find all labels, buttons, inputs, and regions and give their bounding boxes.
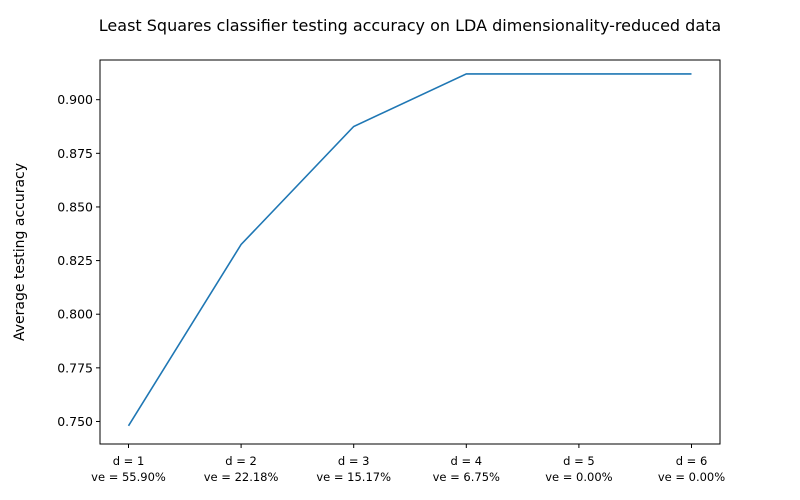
y-tick-label: 0.850 [57,199,93,214]
x-tick-label: d = 1 [113,454,145,468]
y-axis-label: Average testing accuracy [12,163,28,341]
y-tick-label: 0.775 [57,360,93,375]
x-tick-label: d = 6 [676,454,708,468]
chart-title: Least Squares classifier testing accurac… [99,16,721,35]
y-tick-label: 0.875 [57,146,93,161]
plot-area-frame [99,59,721,445]
y-tick-label: 0.825 [57,253,93,268]
y-tick-label: 0.900 [57,92,93,107]
y-axis: 0.750 0.775 0.800 0.825 0.850 0.875 0.900 [57,92,100,429]
series-line [127,73,692,427]
y-tick-label: 0.750 [57,414,93,429]
x-tick-label: d = 5 [563,454,595,468]
x-tick-label: d = 3 [338,454,370,468]
x-tick-label: d = 2 [225,454,257,468]
x-tick-label: ve = 0.00% [658,470,725,484]
x-tick-label: ve = 22.18% [204,470,279,484]
x-tick-label: ve = 6.75% [433,470,500,484]
series-group [127,73,692,427]
x-tick-label: ve = 0.00% [545,470,612,484]
x-axis: d = 1 ve = 55.90% d = 2 ve = 22.18% d = 3 ve … [91,444,725,484]
y-tick-label: 0.800 [57,307,93,322]
x-tick-label: ve = 15.17% [316,470,391,484]
x-tick-label: d = 4 [451,454,483,468]
x-tick-label: ve = 55.90% [91,470,166,484]
